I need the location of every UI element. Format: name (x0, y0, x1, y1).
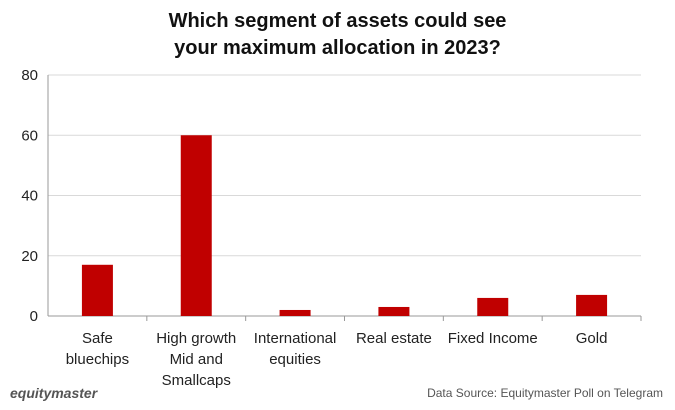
x-tick-label: Real estate (356, 330, 432, 347)
y-tick-label: 20 (21, 248, 38, 265)
data-source-note: Data Source: Equitymaster Poll on Telegr… (427, 386, 663, 400)
x-tick-label: Safe (82, 330, 113, 347)
x-tick-label: bluechips (66, 351, 129, 368)
bar (180, 135, 212, 316)
x-tick-label: Mid and (170, 351, 223, 368)
x-tick-label: Fixed Income (448, 330, 538, 347)
x-tick-label: Gold (576, 330, 608, 347)
x-tick-label: equities (269, 351, 321, 368)
y-tick-label: 0 (30, 308, 38, 325)
brand-logo: equitymaster (10, 385, 98, 401)
y-tick-label: 40 (21, 188, 38, 205)
bar (378, 306, 410, 316)
y-tick-label: 80 (21, 67, 38, 84)
chart-title-line-2: your maximum allocation in 2023? (174, 37, 501, 59)
bar (81, 264, 113, 316)
bar (477, 297, 509, 316)
x-tick-label: International (254, 330, 337, 347)
x-tick-label: High growth (156, 330, 236, 347)
x-tick-label: Smallcaps (162, 372, 231, 389)
bar (279, 309, 311, 316)
bar (576, 294, 608, 316)
chart-title-line-1: Which segment of assets could see (168, 10, 507, 32)
y-tick-label: 60 (21, 127, 38, 144)
chart-title: Which segment of assets could see your m… (0, 8, 675, 62)
